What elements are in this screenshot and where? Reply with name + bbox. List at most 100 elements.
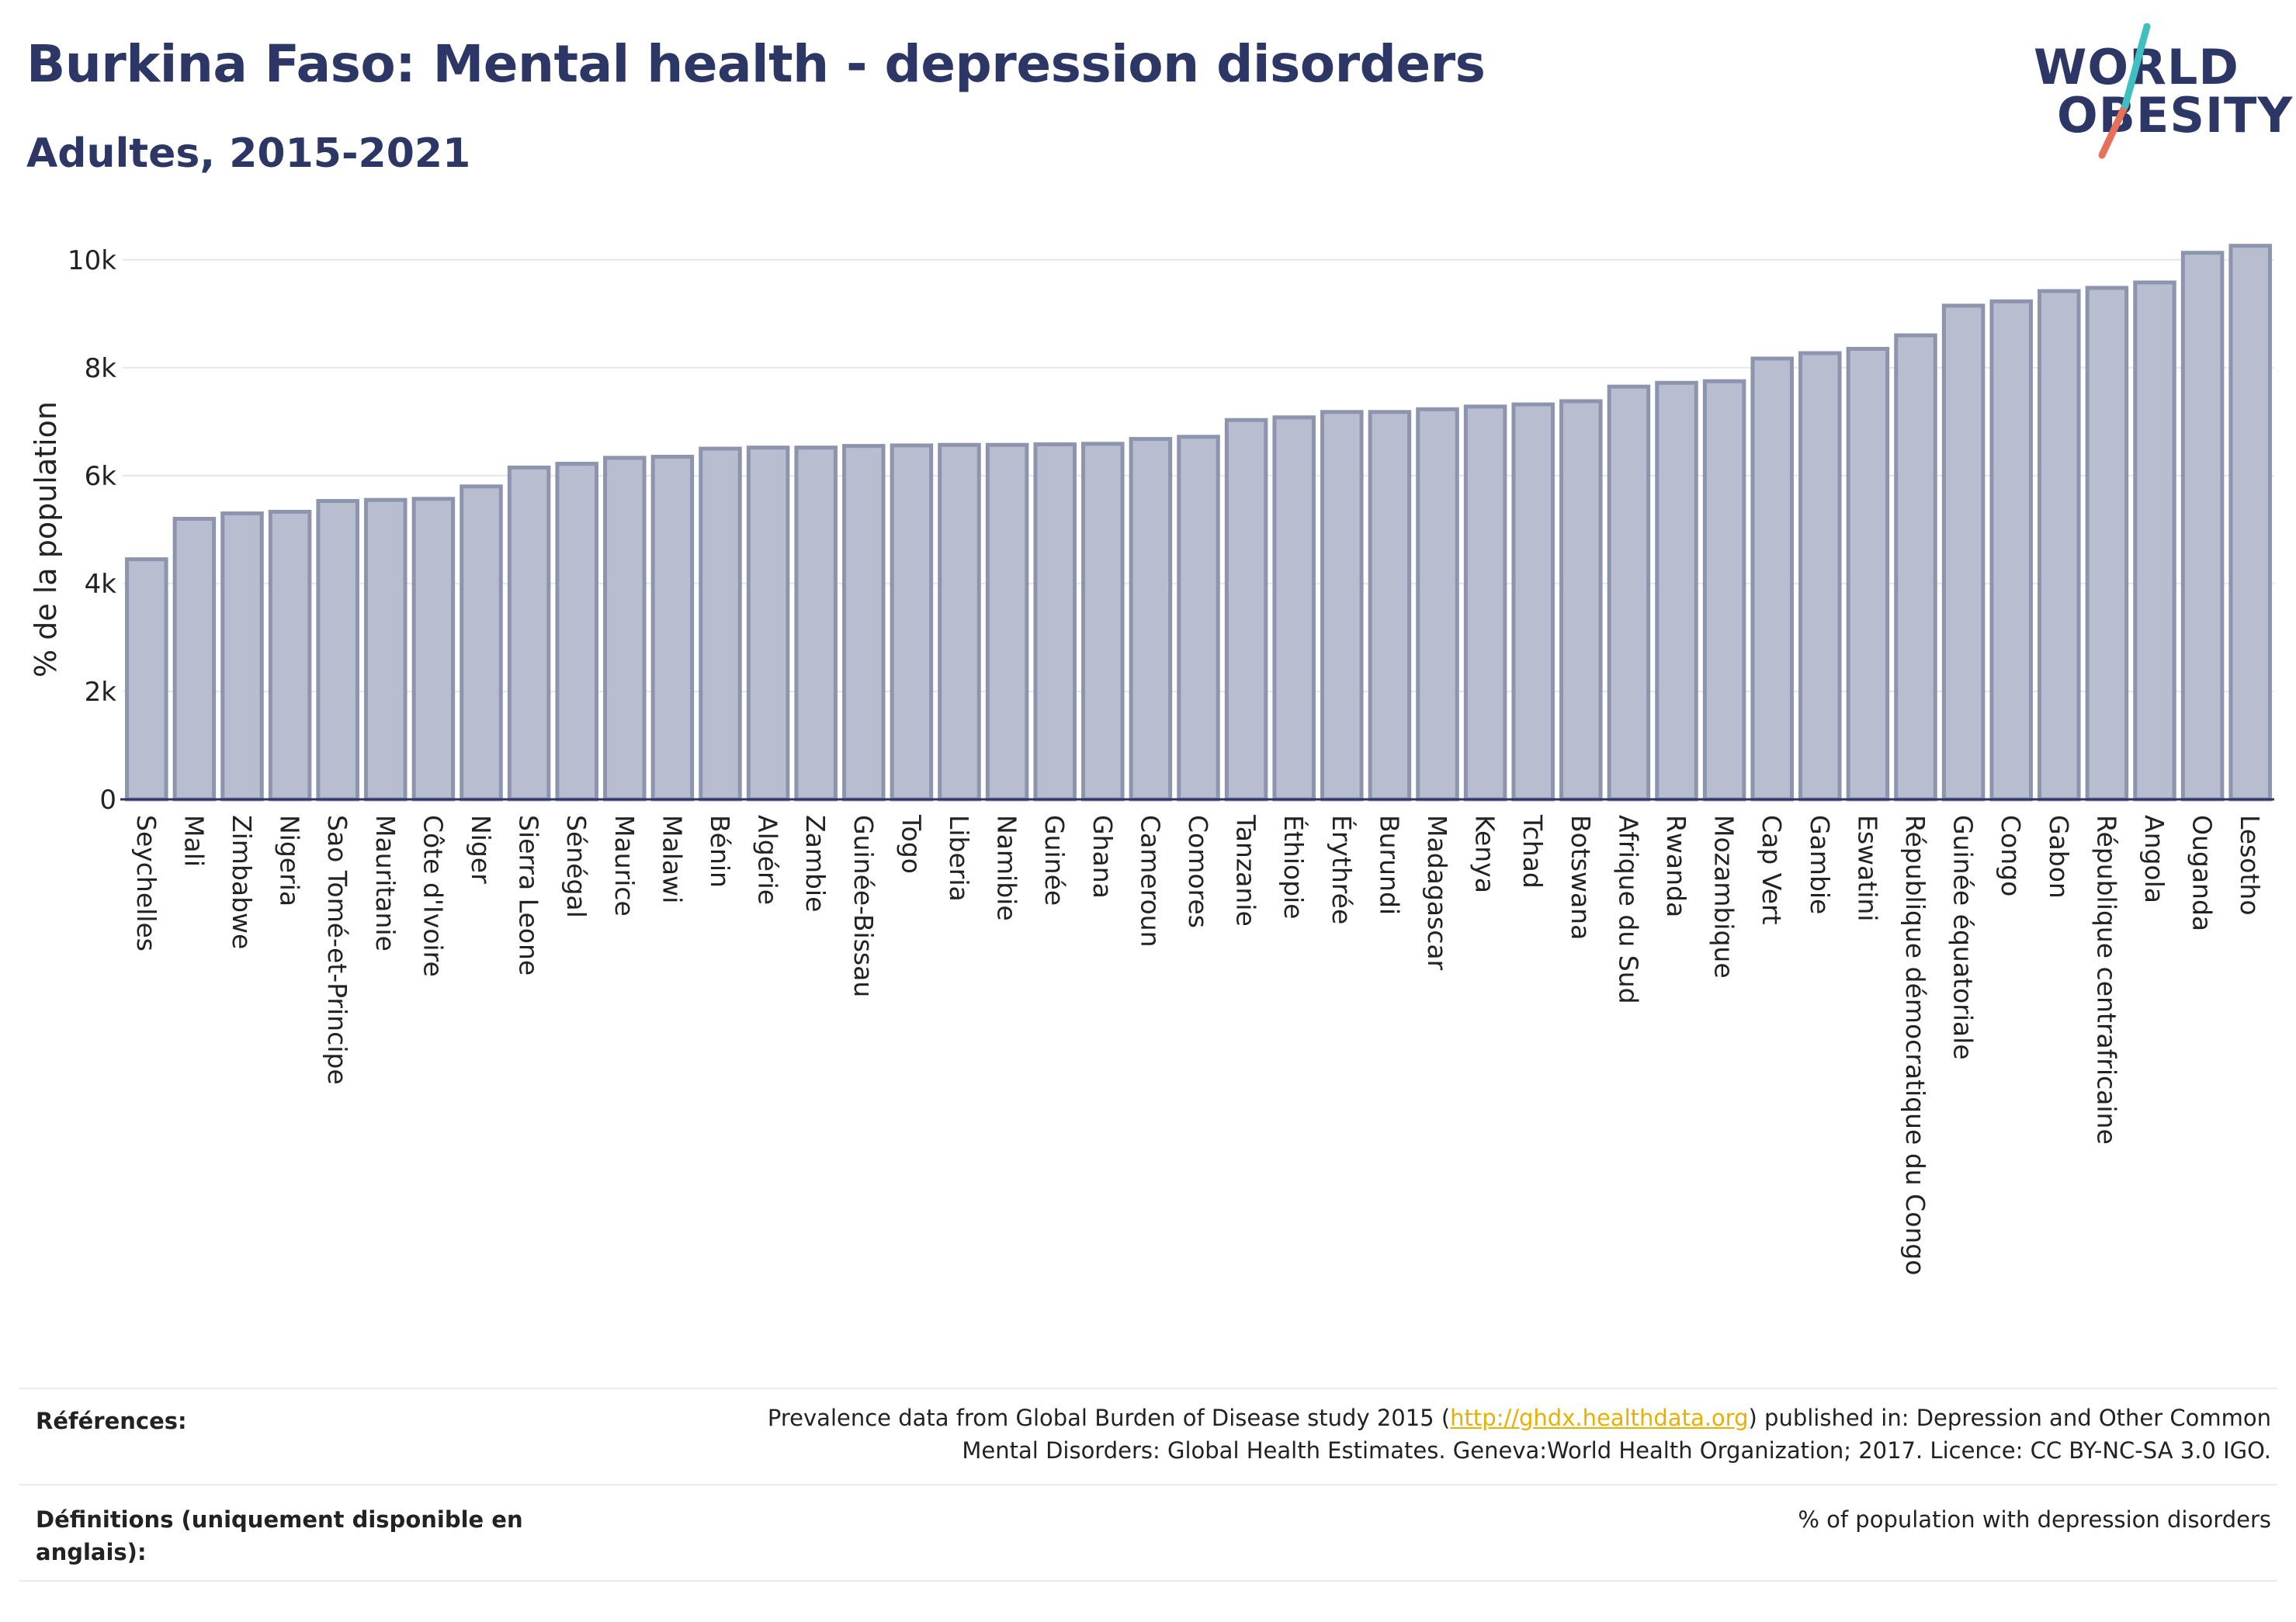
x-tick-label: Togo [896,814,926,874]
bar[interactable] [650,455,695,802]
bar[interactable] [172,516,217,802]
x-tick-label: Congo [1996,815,2026,896]
y-axis-label: % de la population [29,401,63,678]
bar-chart: 0 2k 4k 6k 8k 10k Seychelles Mali Zimbabwe Niger… [29,244,2274,1275]
x-tick-label: Gabon [2044,815,2074,899]
x-tick-label: Kenya [1470,815,1500,893]
x-tick-label: Sierra Leone [514,815,544,976]
page-title: Burkina Faso: Mental health - depression… [26,34,1486,94]
bar[interactable] [1989,299,2033,802]
bar[interactable] [268,509,312,802]
bar[interactable] [1798,351,1842,802]
x-tick-label: Eswatini [1852,815,1882,921]
bar[interactable] [2228,244,2272,802]
definitions-label-line1: Définitions (uniquement disponible en [36,1506,523,1533]
bar[interactable] [1272,415,1316,802]
x-tick-label: Tanzanie [1231,814,1261,927]
bar[interactable] [1033,442,1077,802]
bar[interactable] [1463,404,1507,802]
bar[interactable] [364,497,408,802]
bar[interactable] [1655,380,1698,802]
bar[interactable] [1320,410,1364,802]
x-tick-label: République démocratique du Congo [1900,815,1930,1275]
definitions-text: % of population with depression disorder… [1798,1506,2271,1533]
bar[interactable] [938,442,981,802]
bar[interactable] [507,465,551,802]
bar[interactable] [1368,410,1412,802]
x-tick-label: Burundi [1374,815,1404,915]
x-tick-label: Algérie [753,815,783,905]
bar[interactable] [2085,286,2129,802]
x-tick-label: Rwanda [1661,815,1691,917]
bar[interactable] [1177,435,1220,802]
world-obesity-logo: WORLD OBESITY [2026,23,2292,163]
page-subtitle: Adultes, 2015-2021 [26,130,471,177]
bar[interactable] [1224,418,1268,802]
bar[interactable] [460,484,503,802]
x-tick-label: Cameroun [1135,815,1165,948]
y-tick-label: 0 [99,785,116,816]
x-tick-label: Madagascar [1422,815,1452,971]
definitions-label-line2: anglais): [36,1539,147,1565]
x-tick-label: Malawi [657,815,687,903]
bar[interactable] [2133,280,2176,802]
bar[interactable] [316,499,359,802]
x-tick-label: Côte d'Ivoire [418,815,448,977]
x-tick-label: Guinée [1039,815,1070,906]
footer-divider-top [19,1388,2277,1389]
x-tick-label: Sao Tomé-et-Principe [322,815,352,1085]
bars [125,244,2272,802]
x-tick-label: Niger [466,815,496,884]
x-tick-label: Lesotho [2235,815,2265,916]
references-link[interactable]: http://ghdx.healthdata.org [1450,1405,1749,1431]
bar[interactable] [2038,289,2081,802]
bar[interactable] [794,445,838,802]
x-tick-label: Mozambique [1709,815,1739,979]
x-tick-label: Mauritanie [370,815,401,951]
footer-divider-bottom [19,1580,2277,1582]
x-tick-label: Mali [179,815,209,867]
bar[interactable] [890,443,934,802]
bar[interactable] [1559,399,1603,802]
bar[interactable] [1894,333,1937,802]
bar[interactable] [603,456,647,802]
x-tick-label: République centrafricaine [2091,815,2121,1145]
bar[interactable] [1750,356,1794,802]
x-tick-label: Ghana [1087,815,1118,899]
x-tick-label: Sénégal [561,815,591,918]
logo-slash-icon [2098,23,2151,159]
bar[interactable] [985,442,1029,802]
x-tick-label: Angola [2139,815,2169,903]
bar[interactable] [1846,346,1890,802]
bar[interactable] [1129,437,1173,802]
x-tick-label: Guinée équatoriale [1948,815,1979,1060]
x-tick-label: Nigeria [275,815,305,906]
x-tick-label: Bénin [705,815,735,888]
bar[interactable] [555,462,598,802]
logo-line2: OBESITY [2057,87,2294,144]
bar[interactable] [699,446,742,802]
bar[interactable] [1941,303,1986,802]
bar[interactable] [220,511,264,802]
y-tick-label: 8k [85,353,117,384]
x-tick-label: Gambie [1805,815,1835,914]
footer-divider-middle [19,1484,2277,1485]
bar[interactable] [1607,384,1651,802]
bar[interactable] [1081,442,1125,802]
x-tick-label: Seychelles [131,815,161,951]
x-tick-label: Ouganda [2187,815,2218,931]
bar[interactable] [1416,407,1459,802]
bar[interactable] [411,497,456,802]
references-text-after: ) published in: Depression and Other Com… [1748,1405,2272,1431]
bar[interactable] [1702,379,1746,802]
y-tick-label: 10k [68,245,116,276]
y-tick-label: 4k [85,569,117,600]
bar[interactable] [1511,402,1555,802]
bar[interactable] [125,557,168,802]
bar[interactable] [842,444,886,802]
x-tick-label: Cap Vert [1757,815,1787,925]
x-tick-label: Guinée-Bissau [848,815,879,997]
x-tick-label: Érythrée [1327,815,1358,924]
bar[interactable] [2180,251,2225,802]
bar[interactable] [746,445,790,802]
